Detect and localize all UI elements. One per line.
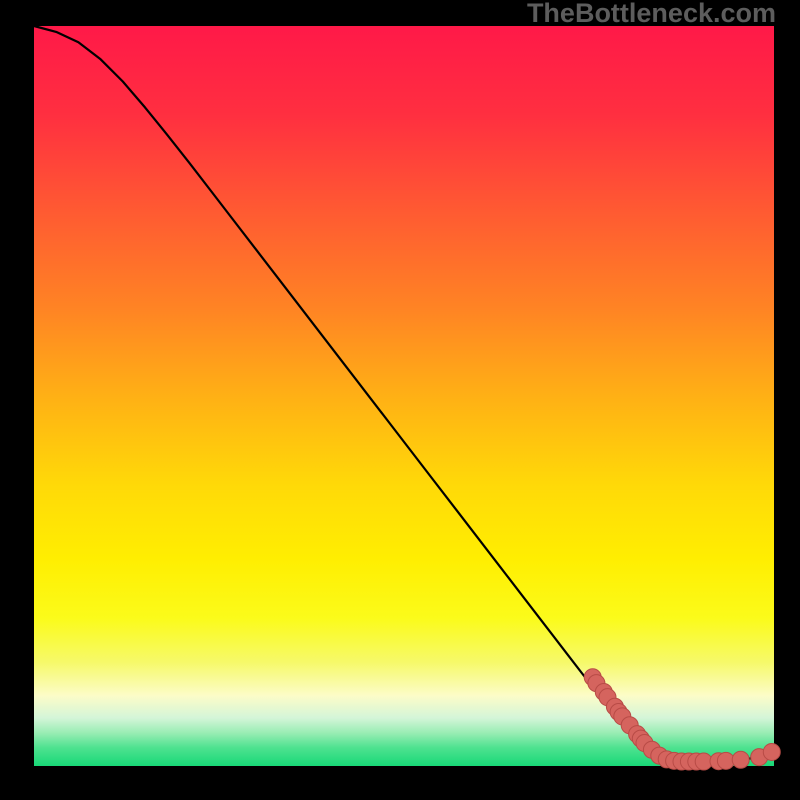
bottleneck-chart <box>0 0 800 800</box>
data-marker <box>732 751 749 768</box>
data-marker <box>763 743 780 760</box>
plot-background <box>34 26 774 766</box>
watermark-text: TheBottleneck.com <box>527 0 776 29</box>
